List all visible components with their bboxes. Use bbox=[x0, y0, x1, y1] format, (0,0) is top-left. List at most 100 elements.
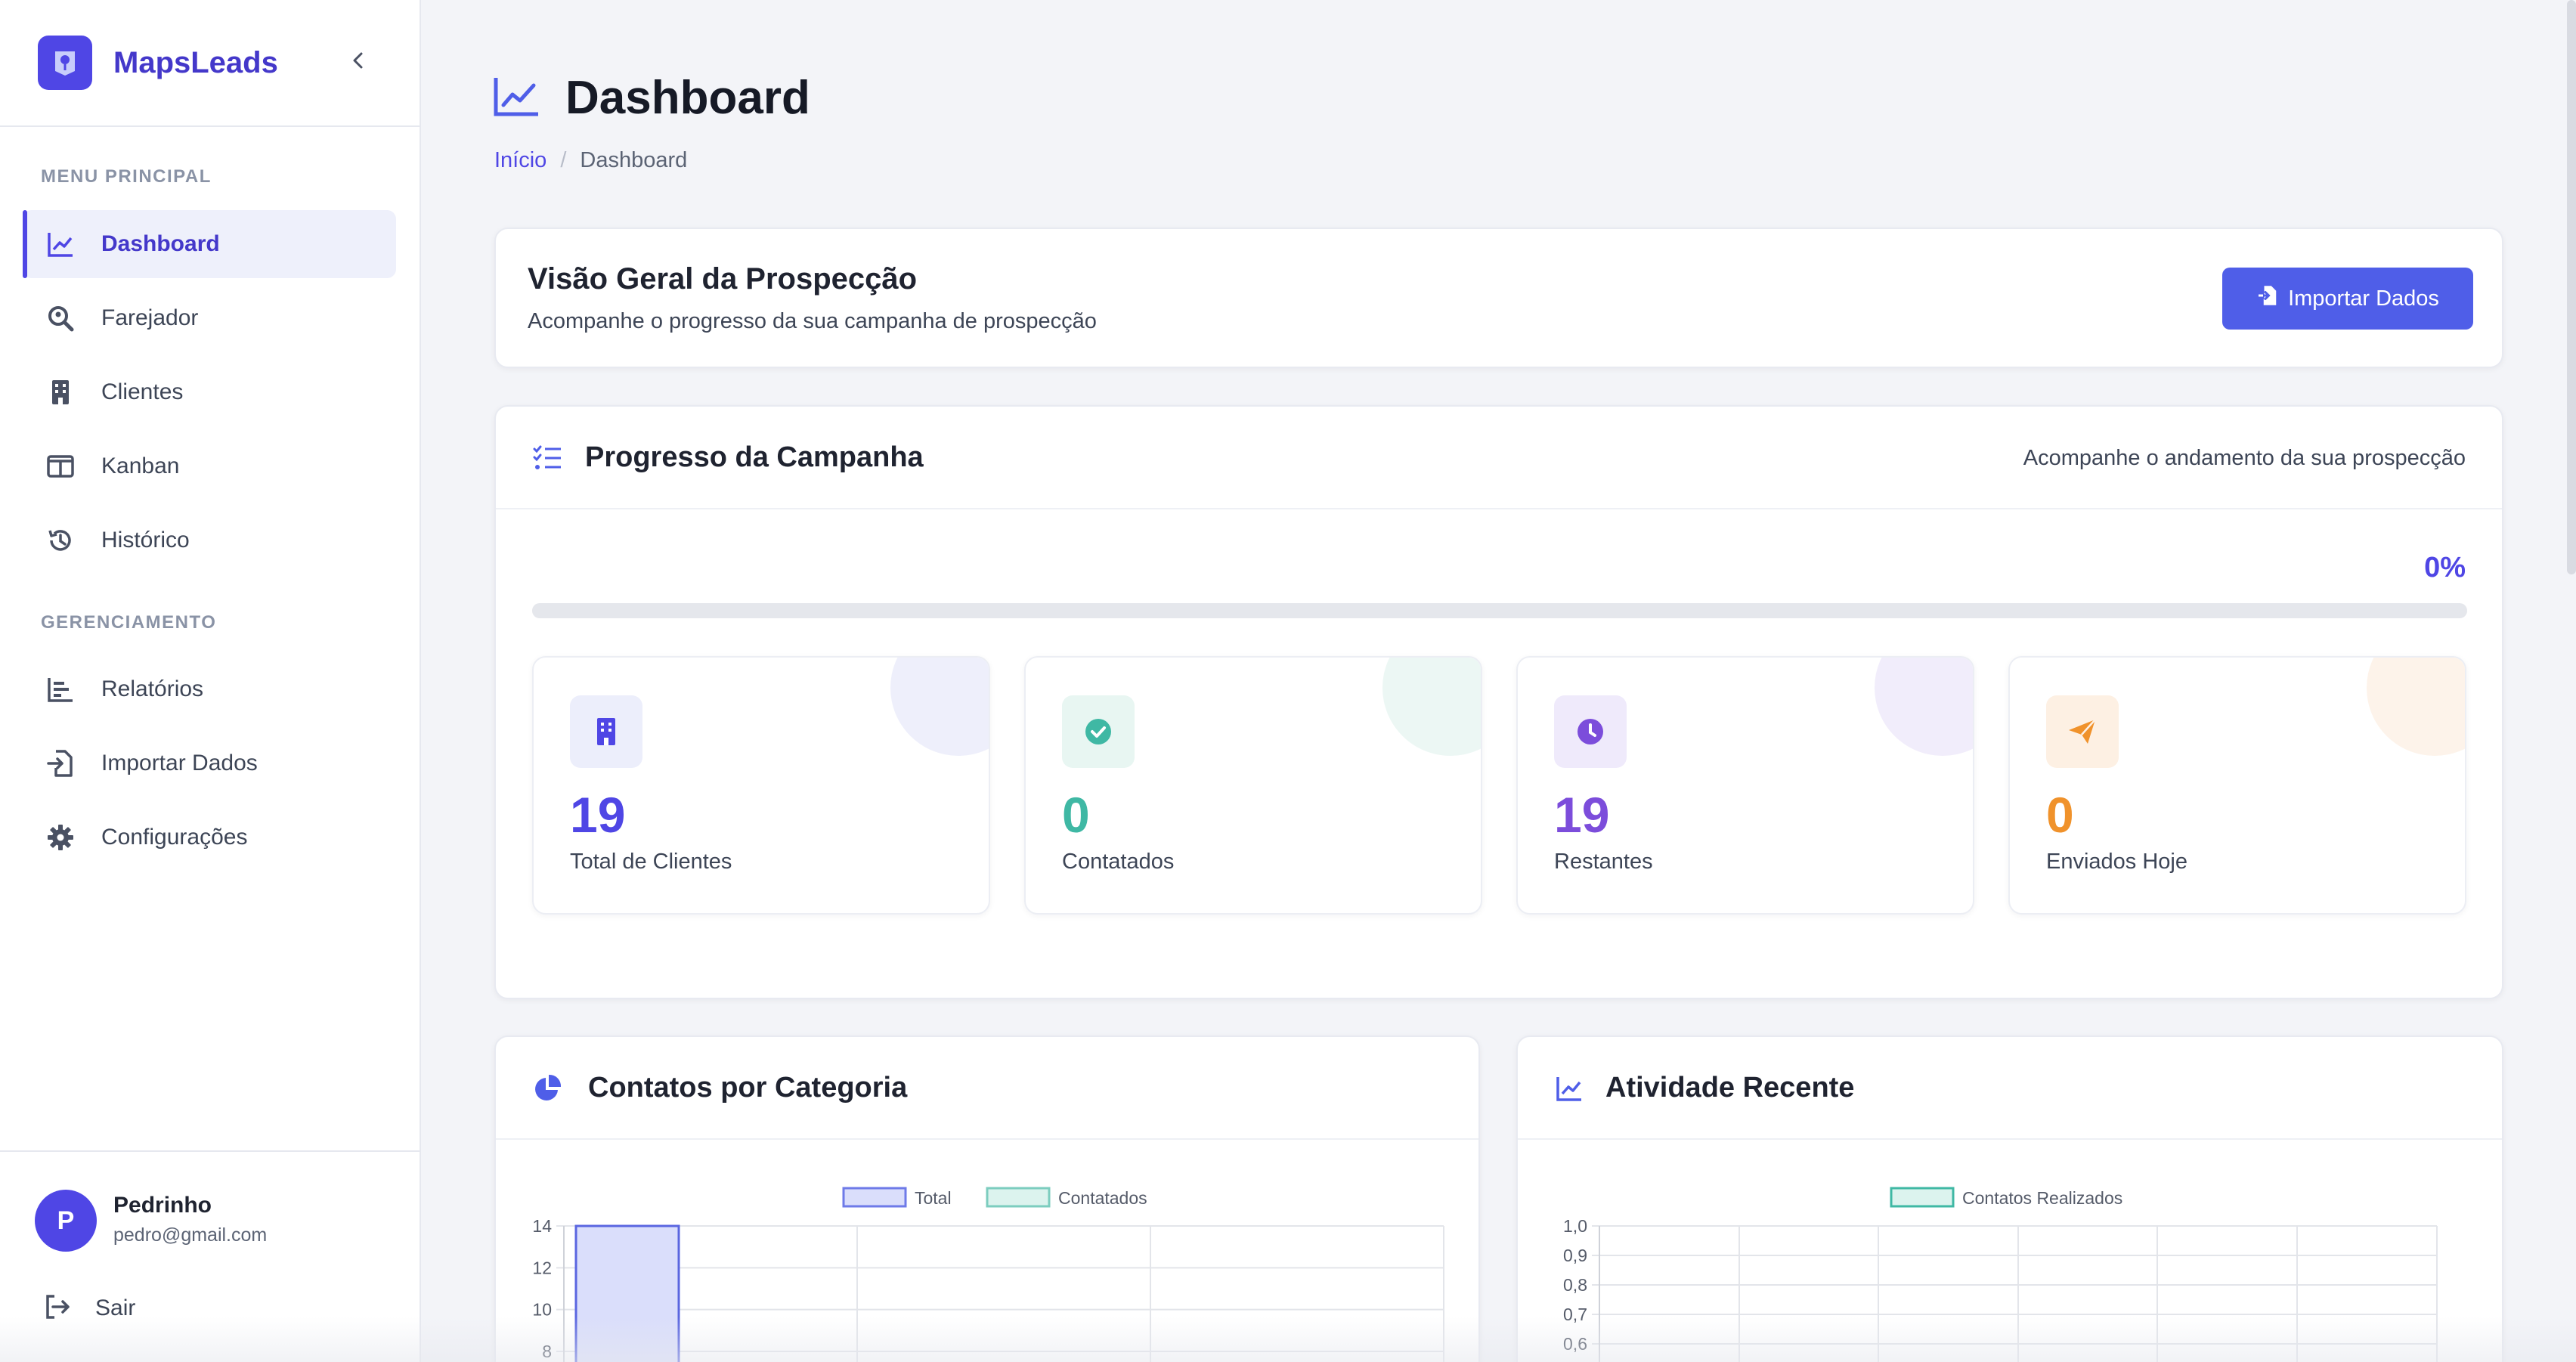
campaign-progress-card: Progresso da Campanha Acompanhe o andame… bbox=[494, 405, 2503, 999]
page-header: Dashboard bbox=[493, 71, 810, 125]
stat-label: Contatados bbox=[1062, 850, 1175, 874]
page-title: Dashboard bbox=[565, 72, 810, 124]
y-tick-label: 10 bbox=[532, 1300, 552, 1320]
nav-section-menu-principal: MENU PRINCIPAL bbox=[41, 166, 212, 187]
stat-card-total-clientes: 19 Total de Clientes bbox=[532, 656, 990, 915]
sidebar-item-label: Dashboard bbox=[101, 231, 220, 256]
activity-line-chart: Contatos Realizados 1,0 0,9 0,8 0,7 0,6 bbox=[1563, 1187, 2438, 1362]
category-bar-chart: Total Contatados 14 12 10 8 bbox=[532, 1187, 1444, 1362]
sidebar-item-configuracoes[interactable]: Configurações bbox=[23, 803, 396, 871]
decorative-circle bbox=[890, 658, 989, 756]
collapse-sidebar-button[interactable] bbox=[340, 42, 376, 79]
app-name[interactable]: MapsLeads bbox=[113, 45, 278, 79]
category-chart-title: Contatos por Categoria bbox=[588, 1072, 908, 1104]
history-icon bbox=[44, 524, 77, 557]
overview-subtitle: Acompanhe o progresso da sua campanha de… bbox=[528, 309, 1097, 333]
user-profile: P Pedrinho pedro@gmail.com Sair bbox=[0, 1150, 421, 1362]
breadcrumb-current: Dashboard bbox=[580, 148, 688, 172]
progress-bar bbox=[532, 603, 2467, 618]
overview-card: Visão Geral da Prospecção Acompanhe o pr… bbox=[494, 228, 2503, 368]
y-tick-label: 8 bbox=[542, 1342, 552, 1361]
check-circle-icon bbox=[1062, 695, 1135, 768]
y-tick-label: 0,9 bbox=[1563, 1246, 1587, 1265]
sidebar-item-importar-dados[interactable]: Importar Dados bbox=[23, 729, 396, 797]
chart-line-icon bbox=[493, 75, 540, 121]
stat-card-contatados: 0 Contatados bbox=[1024, 656, 1482, 915]
sidebar-item-historico[interactable]: Histórico bbox=[23, 506, 396, 574]
sidebar-item-label: Importar Dados bbox=[101, 751, 258, 775]
y-tick-label: 14 bbox=[532, 1216, 552, 1236]
breadcrumb-home-link[interactable]: Início bbox=[494, 148, 547, 172]
decorative-circle bbox=[1875, 658, 1973, 756]
file-import-icon bbox=[44, 747, 77, 780]
y-tick-label: 0,7 bbox=[1563, 1305, 1587, 1324]
sidebar-item-label: Kanban bbox=[101, 453, 180, 478]
import-data-button[interactable]: Importar Dados bbox=[2222, 268, 2473, 330]
gear-icon bbox=[44, 821, 77, 854]
file-import-icon bbox=[2256, 284, 2279, 313]
nav-section-gerenciamento: GERENCIAMENTO bbox=[41, 612, 217, 633]
stat-value: 0 bbox=[1062, 787, 1090, 843]
sidebar-item-label: Histórico bbox=[101, 528, 190, 553]
category-chart-header: Contatos por Categoria bbox=[496, 1037, 1478, 1140]
activity-chart-card: Atividade Recente Contatos Realizados 1,0… bbox=[1516, 1035, 2503, 1362]
search-location-icon bbox=[44, 302, 77, 335]
chevron-left-icon bbox=[353, 52, 363, 69]
columns-icon bbox=[44, 450, 77, 483]
stat-value: 19 bbox=[570, 787, 626, 843]
progress-percentage: 0% bbox=[2424, 552, 2466, 583]
category-chart-card: Contatos por Categoria Total Contatados 14… bbox=[494, 1035, 1480, 1362]
overview-title: Visão Geral da Prospecção bbox=[528, 262, 918, 296]
stat-value: 0 bbox=[2046, 787, 2074, 843]
y-tick-label: 0,6 bbox=[1563, 1334, 1587, 1354]
sidebar-item-clientes[interactable]: Clientes bbox=[23, 358, 396, 426]
sidebar-item-kanban[interactable]: Kanban bbox=[23, 432, 396, 500]
decorative-circle bbox=[1382, 658, 1481, 756]
legend-swatch bbox=[1890, 1187, 1955, 1208]
legend-label: Total bbox=[915, 1188, 952, 1208]
chart-line-icon bbox=[1553, 1072, 1586, 1105]
y-tick-label: 0,8 bbox=[1563, 1275, 1587, 1295]
tasks-list-icon bbox=[531, 441, 564, 475]
building-icon bbox=[570, 695, 642, 768]
y-tick-label: 12 bbox=[532, 1258, 552, 1277]
sidebar-item-label: Relatórios bbox=[101, 676, 204, 701]
activity-chart-header: Atividade Recente bbox=[1518, 1037, 2502, 1140]
breadcrumb-separator: / bbox=[560, 148, 567, 172]
brand: MapsLeads bbox=[0, 0, 420, 127]
building-icon bbox=[44, 376, 77, 409]
legend-swatch bbox=[842, 1187, 907, 1208]
paper-plane-icon bbox=[2046, 695, 2119, 768]
sidebar-item-farejador[interactable]: Farejador bbox=[23, 284, 396, 352]
stat-label: Restantes bbox=[1554, 850, 1653, 874]
campaign-title: Progresso da Campanha bbox=[585, 441, 924, 473]
sidebar-item-dashboard[interactable]: Dashboard bbox=[23, 210, 396, 278]
stat-card-enviados-hoje: 0 Enviados Hoje bbox=[2008, 656, 2466, 915]
page-scrollbar[interactable] bbox=[2567, 0, 2576, 574]
chart-line-icon bbox=[44, 228, 77, 261]
campaign-header: Progresso da Campanha Acompanhe o andame… bbox=[496, 407, 2502, 509]
sidebar-item-label: Clientes bbox=[101, 379, 184, 404]
stat-label: Total de Clientes bbox=[570, 850, 732, 874]
user-name: Pedrinho bbox=[113, 1193, 212, 1218]
bar-total bbox=[574, 1224, 680, 1362]
import-data-button-label: Importar Dados bbox=[2288, 286, 2439, 311]
sidebar-item-label: Configurações bbox=[101, 825, 248, 850]
avatar[interactable]: P bbox=[35, 1190, 97, 1252]
app-logo-icon[interactable] bbox=[38, 36, 92, 90]
stat-label: Enviados Hoje bbox=[2046, 850, 2187, 874]
pie-chart-icon bbox=[531, 1072, 564, 1105]
logout-button[interactable]: Sair bbox=[42, 1289, 135, 1327]
stat-value: 19 bbox=[1554, 787, 1610, 843]
campaign-subtitle: Acompanhe o andamento da sua prospecção bbox=[2023, 446, 2466, 470]
legend-label: Contatos Realizados bbox=[1962, 1188, 2122, 1208]
user-email: pedro@gmail.com bbox=[113, 1224, 268, 1246]
sidebar: MapsLeads MENU PRINCIPAL Dashboard Farej… bbox=[0, 0, 421, 1362]
sidebar-item-label: Farejador bbox=[101, 305, 199, 330]
decorative-circle bbox=[2367, 658, 2465, 756]
stat-card-restantes: 19 Restantes bbox=[1516, 656, 1974, 915]
sidebar-item-relatorios[interactable]: Relatórios bbox=[23, 655, 396, 723]
bar-chart-icon bbox=[44, 673, 77, 706]
clock-icon bbox=[1554, 695, 1627, 768]
logout-label: Sair bbox=[95, 1295, 136, 1320]
